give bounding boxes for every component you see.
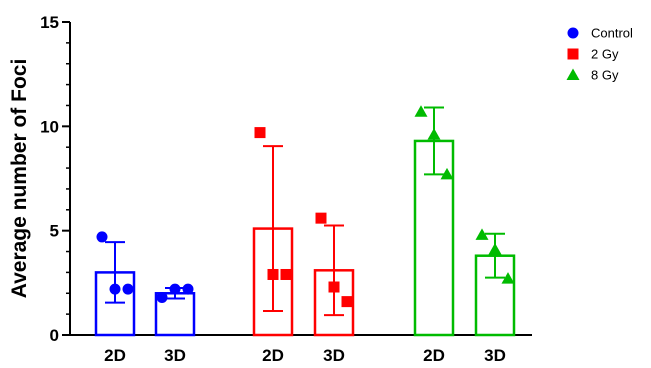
data-point-square xyxy=(280,268,292,280)
y-tick-label: 10 xyxy=(40,117,59,136)
data-point-triangle xyxy=(414,105,428,117)
error-bars xyxy=(105,106,505,317)
data-point-circle xyxy=(96,231,108,243)
data-point-triangle xyxy=(501,272,515,284)
data-point-circle xyxy=(567,27,579,39)
data-point-square xyxy=(341,296,353,308)
data-point-square xyxy=(254,127,266,139)
data-point-circle xyxy=(169,283,181,295)
data-point-circle xyxy=(182,283,194,295)
y-tick-label: 15 xyxy=(40,13,59,32)
bars xyxy=(94,139,516,337)
data-point-square xyxy=(567,48,579,60)
x-tick-labels: 2D 3D 2D 3D 2D 3D xyxy=(104,346,506,365)
y-tick-label: 5 xyxy=(50,222,59,241)
data-point-square xyxy=(267,268,279,280)
y-tick-label: 0 xyxy=(50,326,59,345)
x-tick-label: 2D xyxy=(423,346,445,365)
data-point-circle xyxy=(156,291,168,303)
data-points xyxy=(96,105,515,308)
axes: 0 5 10 15 xyxy=(40,13,532,345)
data-point-triangle xyxy=(440,167,454,180)
data-point-triangle xyxy=(475,228,489,240)
data-point-circle xyxy=(122,283,134,295)
data-point-triangle xyxy=(488,242,502,255)
x-tick-label: 3D xyxy=(484,346,506,365)
legend-label: 8 Gy xyxy=(591,68,619,83)
data-point-square xyxy=(315,212,327,224)
legend: Control 2 Gy 8 Gy xyxy=(566,26,633,83)
y-axis-title: Average number of Foci xyxy=(8,59,31,299)
data-point-circle xyxy=(109,283,121,295)
x-tick-label: 3D xyxy=(164,346,186,365)
data-point-square xyxy=(328,281,340,293)
x-tick-label: 3D xyxy=(323,346,345,365)
data-point-triangle xyxy=(427,128,441,140)
legend-label: Control xyxy=(591,26,633,41)
data-point-triangle xyxy=(566,68,580,80)
legend-label: 2 Gy xyxy=(591,47,619,62)
x-tick-label: 2D xyxy=(104,346,126,365)
x-tick-label: 2D xyxy=(262,346,284,365)
